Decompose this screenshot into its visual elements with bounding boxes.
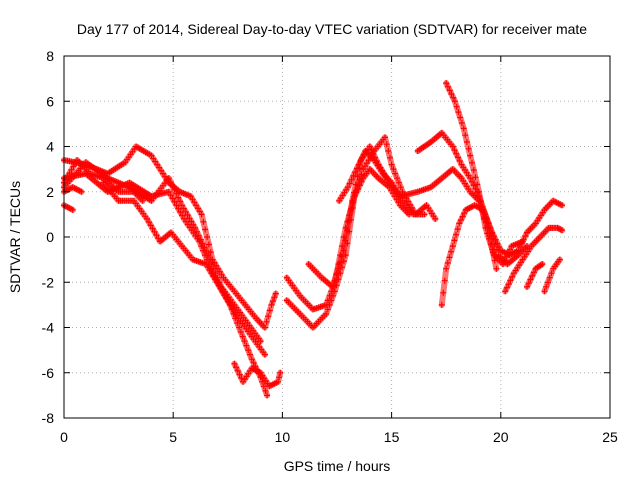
x-axis-label: GPS time / hours xyxy=(284,458,391,474)
satellite-track-16 xyxy=(502,224,565,295)
plus-markers xyxy=(524,261,546,290)
satellite-track-18 xyxy=(541,256,563,295)
x-tick-label: 20 xyxy=(493,429,509,445)
plus-markers xyxy=(438,197,565,308)
satellite-track-5 xyxy=(61,157,146,204)
y-tick-label: -8 xyxy=(42,410,55,426)
y-tick-label: -6 xyxy=(42,365,55,381)
y-tick-label: 0 xyxy=(46,229,54,245)
chart-title: Day 177 of 2014, Sidereal Day-to-day VTE… xyxy=(77,21,587,37)
series-band xyxy=(305,143,500,290)
satellite-track-8 xyxy=(231,360,284,390)
y-axis-label: SDTVAR / TECUs xyxy=(7,181,23,293)
y-tick-label: 4 xyxy=(46,139,54,155)
satellite-track-17 xyxy=(524,261,546,290)
y-tick-label: -4 xyxy=(42,320,55,336)
x-tick-label: 10 xyxy=(275,429,291,445)
series-layer xyxy=(61,80,565,399)
y-tick-label: 6 xyxy=(46,93,54,109)
plus-markers xyxy=(541,256,563,295)
satellite-track-6 xyxy=(61,202,76,213)
plus-markers xyxy=(231,360,284,390)
satellite-track-12 xyxy=(336,148,428,218)
plus-markers xyxy=(100,179,271,399)
x-tick-label: 5 xyxy=(169,429,177,445)
x-tick-label: 15 xyxy=(384,429,400,445)
y-tick-label: 2 xyxy=(46,184,54,200)
plus-markers xyxy=(502,224,565,295)
tick-layer: 0 5 10 15 20 25 -8 -6 -4 -2 0 2 4 6 8 xyxy=(42,48,618,445)
satellite-track-4 xyxy=(100,179,271,399)
x-tick-label: 0 xyxy=(60,429,68,445)
satellite-track-15 xyxy=(438,197,565,308)
y-tick-label: 8 xyxy=(46,48,54,64)
y-tick-label: -2 xyxy=(42,274,55,290)
x-tick-label: 25 xyxy=(602,429,618,445)
plus-markers xyxy=(336,148,428,218)
